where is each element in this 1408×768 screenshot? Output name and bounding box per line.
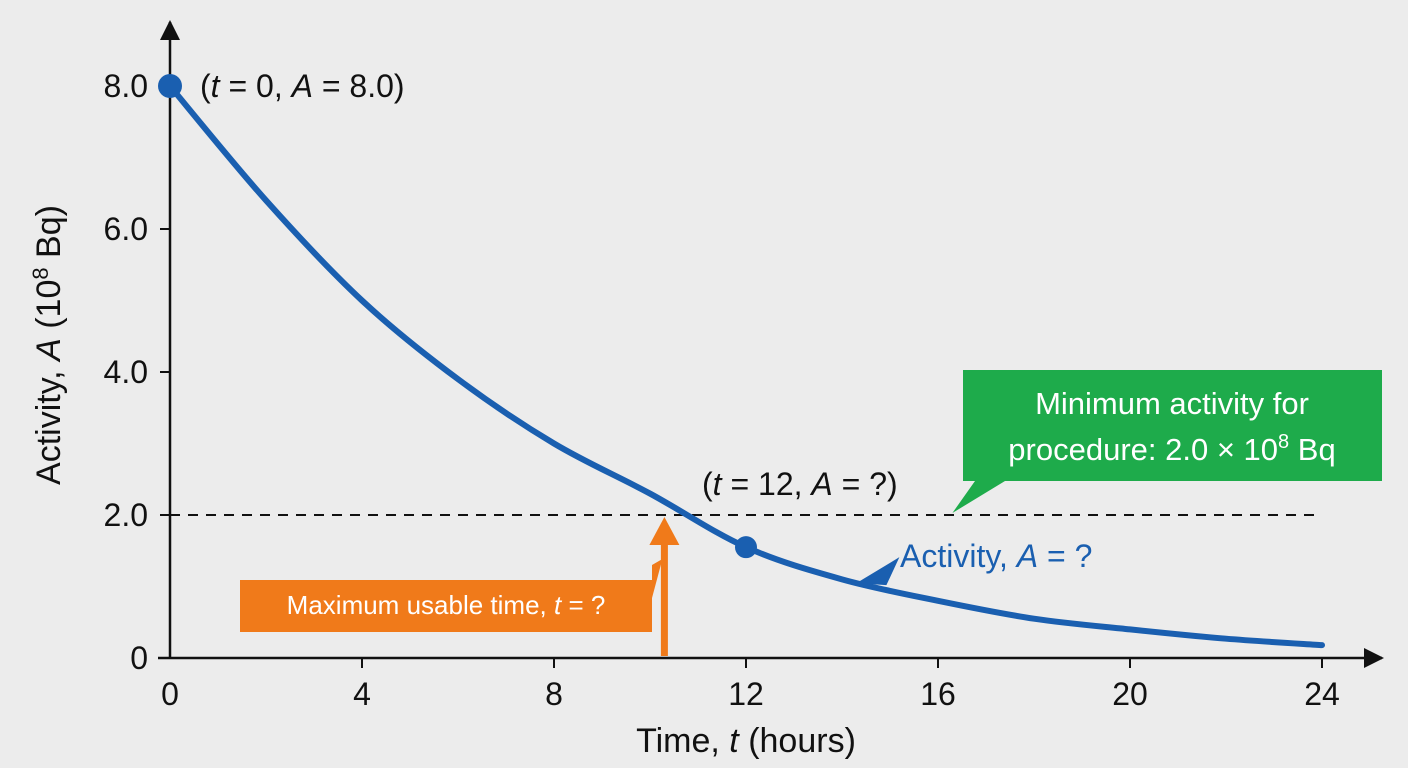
x-axis-ticks: 0 4 8 12 16 20 24 xyxy=(161,658,1340,712)
max-usable-time-callout: Maximum usable time, t = ? xyxy=(240,517,680,656)
x-tick-label: 16 xyxy=(920,676,956,712)
y-axis-ticks: 0 2.0 4.0 6.0 8.0 xyxy=(104,68,170,676)
min-activity-label-line2: procedure: 2.0 × 108 Bq xyxy=(1008,431,1335,467)
start-point-label: (t = 0, A = 8.0) xyxy=(200,68,405,104)
t12-point-marker xyxy=(735,536,757,559)
min-activity-label-line1: Minimum activity for xyxy=(1035,386,1309,421)
max-time-label-box xyxy=(240,559,663,632)
y-axis-label: Activity, A (108 Bq) xyxy=(28,205,68,485)
decay-curve-line xyxy=(167,83,1325,649)
y-tick-label: 0 xyxy=(130,640,148,676)
y-tick-label: 2.0 xyxy=(104,497,148,533)
min-activity-label-box xyxy=(952,370,1382,513)
x-tick-label: 8 xyxy=(545,676,563,712)
y-tick-label: 8.0 xyxy=(104,68,148,104)
y-tick-label: 4.0 xyxy=(104,354,148,390)
x-tick-label: 4 xyxy=(353,676,371,712)
x-tick-label: 0 xyxy=(161,676,179,712)
activity-query-label: Activity, A = ? xyxy=(900,538,1092,574)
x-tick-label: 20 xyxy=(1112,676,1148,712)
max-time-arrow-head xyxy=(649,517,680,545)
y-tick-label: 6.0 xyxy=(104,211,148,247)
x-tick-label: 24 xyxy=(1304,676,1340,712)
t12-point-label: (t = 12, A = ?) xyxy=(702,466,898,502)
x-axis-label: Time, t (hours) xyxy=(636,722,856,760)
max-time-label: Maximum usable time, t = ? xyxy=(287,590,606,620)
min-activity-callout: Minimum activity for procedure: 2.0 × 10… xyxy=(952,370,1382,513)
start-point-marker xyxy=(158,74,182,98)
x-tick-label: 12 xyxy=(728,676,764,712)
activity-query-pointer xyxy=(856,557,900,586)
